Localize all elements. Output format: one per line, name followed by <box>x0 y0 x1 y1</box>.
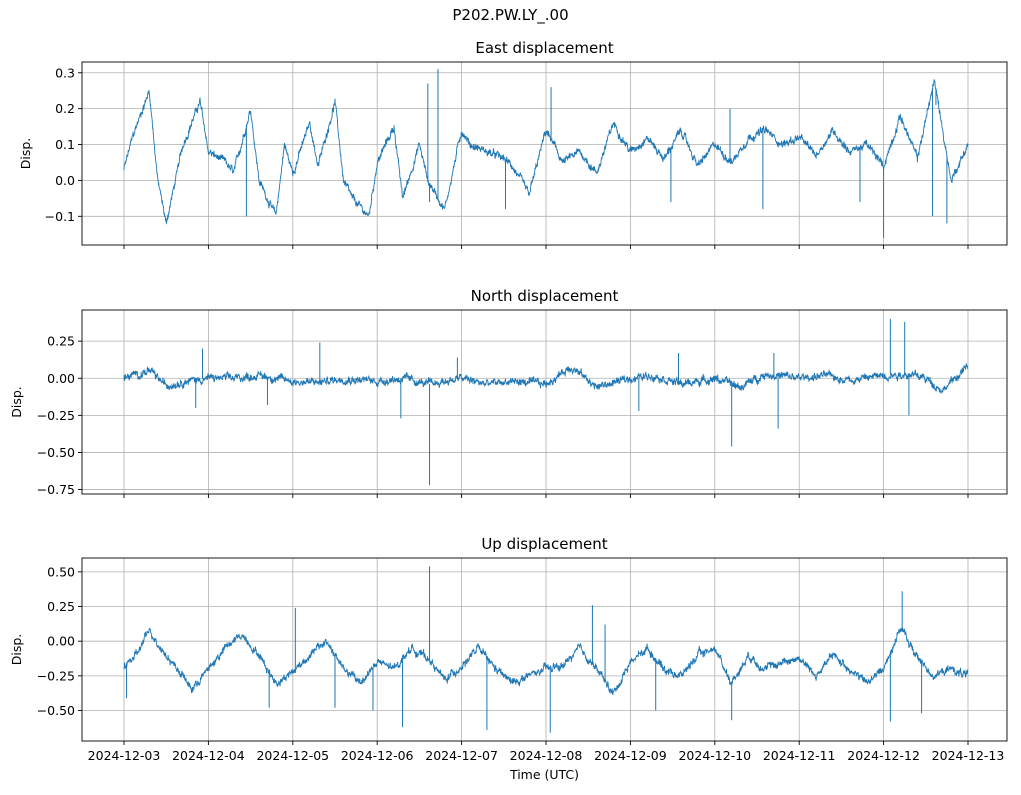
x-tick-label: 2024-12-10 <box>678 748 751 763</box>
x-tick-label: 2024-12-11 <box>763 748 836 763</box>
y-tick-label: 0.2 <box>55 101 75 116</box>
series-line <box>123 79 969 225</box>
x-tick-label: 2024-12-07 <box>425 748 498 763</box>
y-tick-label: 0.1 <box>55 137 75 152</box>
y-tick-label: −0.25 <box>37 668 75 683</box>
series-line <box>123 627 969 696</box>
y-tick-label: 0.3 <box>55 65 75 80</box>
x-tick-label: 2024-12-03 <box>88 748 161 763</box>
plot-frame <box>81 309 1008 495</box>
x-tick-label: 2024-12-09 <box>594 748 667 763</box>
x-tick-label: 2024-12-08 <box>510 748 583 763</box>
y-axis-label: Disp. <box>18 138 33 170</box>
x-tick-label: 2024-12-04 <box>172 748 245 763</box>
panel-title: North displacement <box>471 287 619 305</box>
panel-title: East displacement <box>475 39 613 57</box>
y-tick-label: 0.00 <box>47 371 75 386</box>
y-tick-label: −0.50 <box>37 703 75 718</box>
x-axis-label: Time (UTC) <box>509 767 579 782</box>
y-tick-label: −0.75 <box>37 482 75 497</box>
y-tick-label: −0.1 <box>45 209 75 224</box>
y-tick-label: 0.50 <box>47 564 75 579</box>
plot-frame <box>81 61 1008 246</box>
panel-title: Up displacement <box>481 535 607 553</box>
chart-panel-2: −0.50 −0.25 0.00 0.25 0.50 2024-12-03 2024-12-… <box>9 535 1008 782</box>
y-tick-label: 0.25 <box>47 599 75 614</box>
x-tick-label: 2024-12-06 <box>341 748 414 763</box>
y-tick-label: 0.25 <box>47 334 75 349</box>
x-tick-label: 2024-12-13 <box>932 748 1005 763</box>
x-tick-label: 2024-12-05 <box>256 748 329 763</box>
plot-frame <box>81 557 1008 742</box>
y-axis-label: Disp. <box>9 634 24 666</box>
figure-title: P202.PW.LY_.00 <box>452 6 569 24</box>
y-tick-label: −0.25 <box>37 408 75 423</box>
y-axis-label: Disp. <box>9 386 24 418</box>
y-tick-label: 0.0 <box>55 173 75 188</box>
y-tick-label: 0.00 <box>47 634 75 649</box>
chart-panel-0: −0.1 0.0 0.1 0.2 0.3 East displacement Disp. <box>18 39 1008 249</box>
chart-panel-1: −0.75 −0.50 −0.25 0.00 0.25 North displacemen… <box>9 287 1008 498</box>
series-line <box>123 362 969 394</box>
x-tick-label: 2024-12-12 <box>847 748 920 763</box>
y-tick-label: −0.50 <box>37 445 75 460</box>
